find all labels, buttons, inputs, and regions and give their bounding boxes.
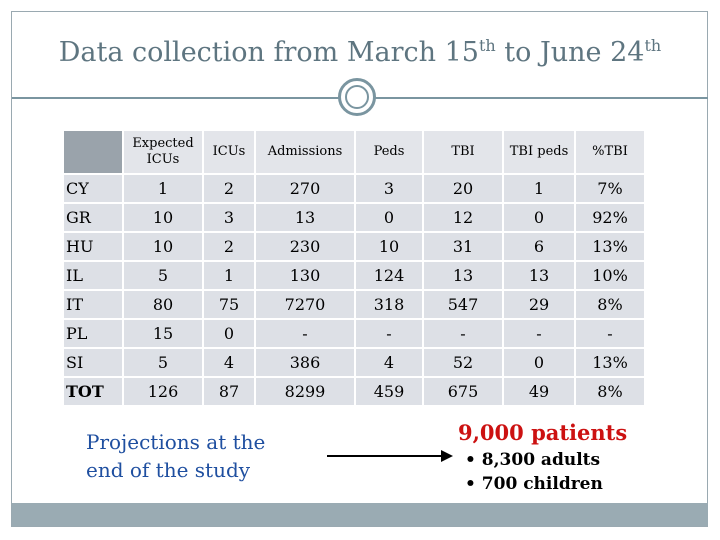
ring-ornament-icon [338, 78, 376, 116]
projections-label: Projections at the end of the study [86, 428, 265, 484]
table-cell: 20 [424, 175, 502, 202]
table-cell: 4 [356, 349, 422, 376]
header-tbi: TBI [424, 131, 502, 173]
table-cell: 1 [204, 262, 254, 289]
table-cell: 2 [204, 175, 254, 202]
patients-breakdown: • 8,300 adults • 700 children [465, 448, 603, 496]
table-cell: 5 [124, 262, 202, 289]
table-cell: 0 [504, 349, 574, 376]
table-row: SI 5 4 386 4 52 0 13% [64, 349, 644, 376]
row-label: SI [64, 349, 122, 376]
table-cell: 8% [576, 378, 644, 405]
header-icus: ICUs [204, 131, 254, 173]
table-cell: 10% [576, 262, 644, 289]
table-cell: 10 [124, 233, 202, 260]
table-cell: 29 [504, 291, 574, 318]
table-cell: - [424, 320, 502, 347]
table-cell: 7% [576, 175, 644, 202]
header-peds: Peds [356, 131, 422, 173]
header-expected-icus: Expected ICUs [124, 131, 202, 173]
table-cell: 87 [204, 378, 254, 405]
table-row: GR 10 3 13 0 12 0 92% [64, 204, 644, 231]
header-admissions: Admissions [256, 131, 354, 173]
table-cell: 3 [356, 175, 422, 202]
table-cell: - [504, 320, 574, 347]
header-tbi-peds: TBI peds [504, 131, 574, 173]
table-cell: 318 [356, 291, 422, 318]
row-label: PL [64, 320, 122, 347]
table-cell: - [356, 320, 422, 347]
arrow-right-icon [327, 450, 453, 462]
table-header-row: Expected ICUs ICUs Admissions Peds TBI T… [64, 131, 644, 173]
table-cell: 2 [204, 233, 254, 260]
table-row: TOT 126 87 8299 459 675 49 8% [64, 378, 644, 405]
table-cell: 13% [576, 349, 644, 376]
table-cell: 6 [504, 233, 574, 260]
table-row: IL 5 1 130 124 13 13 10% [64, 262, 644, 289]
row-label: TOT [64, 378, 122, 405]
footer-bar [12, 503, 708, 526]
slide-frame [11, 11, 708, 527]
table-cell: 230 [256, 233, 354, 260]
table-cell: 13% [576, 233, 644, 260]
table-cell: 270 [256, 175, 354, 202]
table-cell: 126 [124, 378, 202, 405]
patients-total: 9,000 patients [458, 420, 628, 445]
table-cell: 52 [424, 349, 502, 376]
table-cell: 13 [504, 262, 574, 289]
table-cell: 10 [356, 233, 422, 260]
table-cell: 3 [204, 204, 254, 231]
table-cell: 0 [504, 204, 574, 231]
table-cell: 92% [576, 204, 644, 231]
table-cell: 7270 [256, 291, 354, 318]
table-cell: 49 [504, 378, 574, 405]
table-cell: 75 [204, 291, 254, 318]
row-label: IL [64, 262, 122, 289]
table-cell: 459 [356, 378, 422, 405]
table-cell: 124 [356, 262, 422, 289]
table-cell: 1 [504, 175, 574, 202]
header-pct-tbi: %TBI [576, 131, 644, 173]
projections-line-2: end of the study [86, 458, 251, 482]
slide-title: Data collection from March 15th to June … [58, 36, 662, 68]
row-label: HU [64, 233, 122, 260]
table-cell: - [256, 320, 354, 347]
adults-bullet: • 8,300 adults [465, 450, 601, 470]
table-cell: 80 [124, 291, 202, 318]
header-corner [64, 131, 122, 173]
table-cell: 547 [424, 291, 502, 318]
table-row: HU 10 2 230 10 31 6 13% [64, 233, 644, 260]
projections-line-1: Projections at the [86, 430, 266, 454]
table-cell: 8299 [256, 378, 354, 405]
table-row: CY 1 2 270 3 20 1 7% [64, 175, 644, 202]
row-label: CY [64, 175, 122, 202]
table-cell: - [576, 320, 644, 347]
table-cell: 1 [124, 175, 202, 202]
table-cell: 675 [424, 378, 502, 405]
table-cell: 31 [424, 233, 502, 260]
row-label: IT [64, 291, 122, 318]
table-cell: 130 [256, 262, 354, 289]
table-row: PL 15 0- - - - - [64, 320, 644, 347]
row-label: GR [64, 204, 122, 231]
table-cell: 0 [356, 204, 422, 231]
table-cell: 0 [204, 320, 254, 347]
data-table: Expected ICUs ICUs Admissions Peds TBI T… [62, 129, 646, 407]
table-cell: 386 [256, 349, 354, 376]
table-row: IT 80 75 7270 318 547 29 8% [64, 291, 644, 318]
table-cell: 8% [576, 291, 644, 318]
table-cell: 12 [424, 204, 502, 231]
table-cell: 10 [124, 204, 202, 231]
table-cell: 13 [256, 204, 354, 231]
table-cell: 5 [124, 349, 202, 376]
table-cell: 15 [124, 320, 202, 347]
table-cell: 13 [424, 262, 502, 289]
table-cell: 4 [204, 349, 254, 376]
children-bullet: • 700 children [465, 474, 603, 494]
